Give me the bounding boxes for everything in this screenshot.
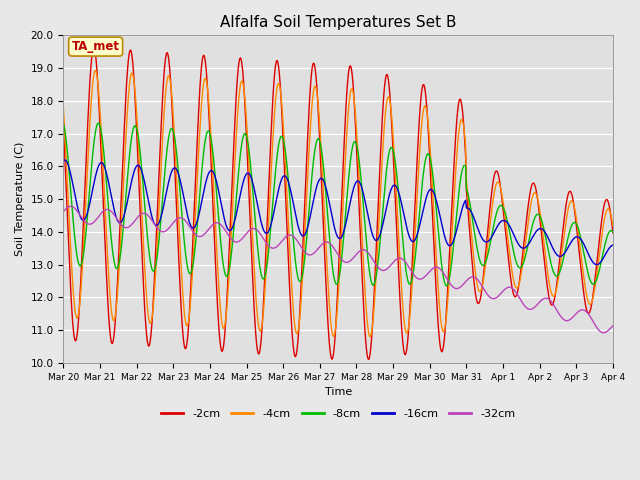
-2cm [365,357,372,362]
-8cm [330,276,338,282]
Line: -2cm: -2cm [63,48,613,360]
-4cm [560,233,568,239]
-8cm [60,120,67,126]
-2cm [609,230,617,236]
-8cm [560,253,568,259]
-32cm [181,217,189,223]
-2cm [181,345,189,351]
Text: TA_met: TA_met [72,40,120,53]
-4cm [609,223,617,229]
-32cm [438,268,446,274]
-2cm [560,217,568,223]
-2cm [205,102,212,108]
-16cm [438,223,446,228]
Legend: -2cm, -4cm, -8cm, -16cm, -32cm: -2cm, -4cm, -8cm, -16cm, -32cm [156,404,520,423]
-8cm [438,264,446,270]
-4cm [330,332,338,338]
-16cm [60,158,67,164]
-8cm [205,128,212,134]
Line: -32cm: -32cm [63,206,613,333]
-32cm [609,323,617,329]
-32cm [559,316,567,322]
-2cm [90,45,98,50]
-8cm [443,283,451,288]
-8cm [181,243,189,249]
-2cm [385,78,392,84]
-32cm [60,209,67,215]
-32cm [205,227,212,232]
-4cm [366,334,374,340]
-8cm [95,120,102,126]
Line: -16cm: -16cm [63,160,613,264]
-32cm [384,265,392,271]
Title: Alfalfa Soil Temperatures Set B: Alfalfa Soil Temperatures Set B [220,15,456,30]
-8cm [609,229,617,235]
-2cm [330,343,338,348]
-4cm [181,314,189,320]
-4cm [92,68,99,73]
-8cm [384,157,392,163]
-4cm [385,94,392,100]
-32cm [600,330,607,336]
-16cm [609,242,617,248]
-2cm [439,348,447,353]
-16cm [384,198,392,204]
Y-axis label: Soil Temperature (C): Soil Temperature (C) [15,142,25,256]
-16cm [593,262,601,267]
Line: -4cm: -4cm [63,71,613,337]
-32cm [330,246,338,252]
X-axis label: Time: Time [324,387,352,397]
-16cm [330,224,338,230]
-16cm [559,252,567,258]
Line: -8cm: -8cm [63,123,613,286]
-2cm [60,123,67,129]
-4cm [439,328,447,334]
-4cm [60,106,67,111]
-16cm [61,157,68,163]
-16cm [205,171,212,177]
-16cm [181,200,189,205]
-4cm [205,95,212,101]
-32cm [67,204,74,209]
